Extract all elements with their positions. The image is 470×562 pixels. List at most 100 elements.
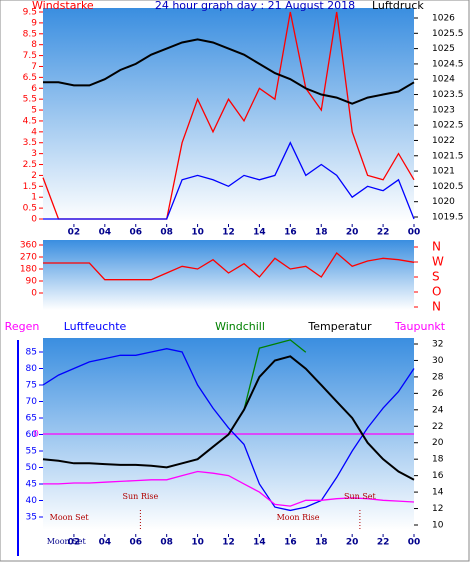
annotation: Moon Set xyxy=(50,513,90,522)
y2-tick-label: 24 xyxy=(432,405,444,415)
series-line xyxy=(42,348,415,512)
annotation: Moon Set xyxy=(47,537,87,546)
y2-tick-label: 1026 xyxy=(432,14,455,24)
y2-tick-label: 10 xyxy=(432,521,444,531)
y2-tick-label: 22 xyxy=(432,422,443,432)
y-tick-label: 9.5 xyxy=(23,8,37,18)
x-tick-label: 12 xyxy=(222,538,235,548)
x-tick-label: 18 xyxy=(315,228,328,238)
y2-tick-label: 1024 xyxy=(432,75,455,85)
y-tick-label: 35 xyxy=(26,513,37,523)
y-tick-label: 7.5 xyxy=(23,51,37,61)
y-tick-label: 180 xyxy=(20,265,37,275)
y2-tick-label: O xyxy=(432,285,441,299)
legend-entry: Luftfeuchte xyxy=(64,320,127,333)
x-tick-label: 22 xyxy=(377,538,390,548)
y-tick-label: 6 xyxy=(31,84,37,94)
y2-tick-label: 1025.5 xyxy=(432,29,464,39)
y-tick-label: 4.5 xyxy=(23,116,37,126)
x-tick-label: 00 xyxy=(408,538,421,548)
x-tick-label: 02 xyxy=(68,538,81,548)
y-tick-label: 3.5 xyxy=(23,138,37,148)
y-tick-label: 6.5 xyxy=(23,73,37,83)
y2-tick-label: N xyxy=(432,240,441,254)
x-tick-label: 10 xyxy=(191,538,204,548)
x-tick-label: 04 xyxy=(99,538,112,548)
y2-tick-label: 1023 xyxy=(432,105,455,115)
y-tick-label: 8 xyxy=(31,40,37,50)
y-tick-label: 0.5 xyxy=(23,204,37,214)
x-tick-label: 10 xyxy=(191,228,204,238)
x-tick-label: 16 xyxy=(284,538,297,548)
y-tick-label: 270 xyxy=(20,253,37,263)
panel-top xyxy=(43,8,414,222)
y-tick-label: 2.5 xyxy=(23,160,37,170)
x-tick-label: 06 xyxy=(129,538,142,548)
y-tick-label: 0 xyxy=(31,289,37,299)
x-tick-label: 02 xyxy=(68,228,81,238)
x-tick-label: 08 xyxy=(160,538,173,548)
y-tick-label: 1.5 xyxy=(23,182,37,192)
y-tick-label: 3 xyxy=(31,149,37,159)
chart-title: 24 hour graph day : 21 August 2018 xyxy=(155,0,355,12)
panel-mid xyxy=(43,240,414,310)
y-tick-label: 70 xyxy=(26,397,38,407)
rain-tick-label: 0 xyxy=(33,430,39,440)
y2-tick-label: 1020.5 xyxy=(432,182,464,192)
legend-entry: Taupunkt xyxy=(394,320,446,333)
legend-entry: Regen xyxy=(5,320,40,333)
y-tick-label: 2 xyxy=(31,171,37,181)
y2-tick-label: 1020 xyxy=(432,197,455,207)
y2-tick-label: 14 xyxy=(432,488,444,498)
y2-tick-label: 32 xyxy=(432,340,443,350)
y-tick-label: 360 xyxy=(20,241,37,251)
y2-tick-label: 1021 xyxy=(432,167,455,177)
legend-entry: Windchill xyxy=(215,320,265,333)
y-tick-label: 45 xyxy=(26,480,37,490)
y-tick-label: 60 xyxy=(26,430,38,440)
y-tick-label: 5 xyxy=(31,106,37,116)
series-line xyxy=(43,252,415,281)
y2-tick-label: N xyxy=(432,300,441,314)
y2-tick-label: 16 xyxy=(432,471,444,481)
x-tick-label: 22 xyxy=(377,228,390,238)
annotation: Sun Rise xyxy=(123,492,159,501)
x-tick-label: 18 xyxy=(315,538,328,548)
x-tick-label: 06 xyxy=(129,228,142,238)
y2-tick-label: 1023.5 xyxy=(432,90,464,100)
y2-tick-label: 26 xyxy=(432,389,444,399)
series-line xyxy=(43,470,415,507)
y2-tick-label: S xyxy=(432,270,440,284)
y-tick-label: 80 xyxy=(26,364,38,374)
y-tick-label: 50 xyxy=(26,463,38,473)
y-tick-label: 1 xyxy=(31,193,37,203)
y2-tick-label: 1025 xyxy=(432,44,455,54)
y2-tick-label: 1021.5 xyxy=(432,151,464,161)
x-tick-label: 00 xyxy=(408,228,421,238)
annotation: Moon Rise xyxy=(277,513,320,522)
y-tick-label: 65 xyxy=(26,414,37,424)
y2-tick-label: 18 xyxy=(432,455,444,465)
x-tick-label: 04 xyxy=(99,228,112,238)
y-tick-label: 7 xyxy=(31,62,37,72)
x-tick-label: 14 xyxy=(253,228,266,238)
y-tick-label: 8.5 xyxy=(23,29,37,39)
y2-tick-label: 28 xyxy=(432,372,444,382)
y2-label: Luftdruck xyxy=(372,0,424,12)
y-tick-label: 0 xyxy=(31,215,37,225)
y-tick-label: 75 xyxy=(26,381,37,391)
y-label: Windstarke xyxy=(32,0,94,12)
x-tick-label: 16 xyxy=(284,228,297,238)
x-tick-label: 12 xyxy=(222,228,235,238)
y2-tick-label: 1019.5 xyxy=(432,213,464,223)
y-tick-label: 90 xyxy=(26,277,38,287)
series-line xyxy=(243,339,307,410)
x-tick-label: 20 xyxy=(346,228,359,238)
series-line xyxy=(43,141,415,220)
y-tick-label: 55 xyxy=(26,447,37,457)
y2-tick-label: 30 xyxy=(432,356,444,366)
y2-tick-label: 1022.5 xyxy=(432,121,464,131)
x-tick-label: 08 xyxy=(160,228,173,238)
x-tick-label: 14 xyxy=(253,538,266,548)
